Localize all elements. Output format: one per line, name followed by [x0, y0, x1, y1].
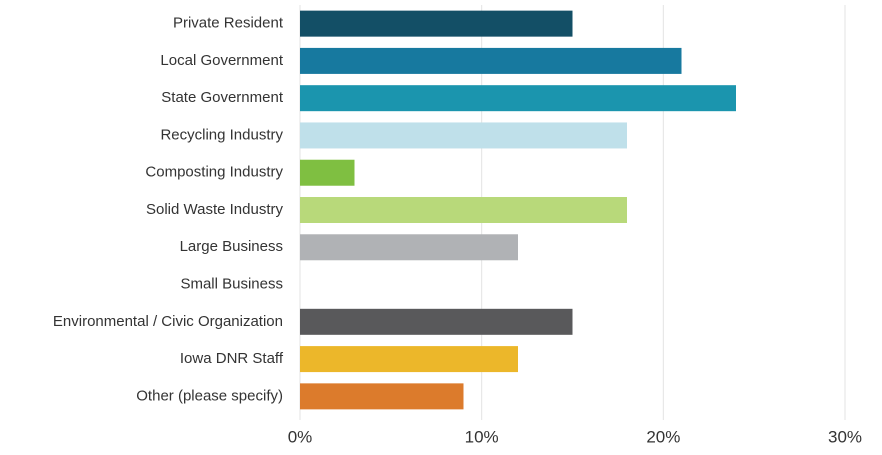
y-tick-label: Composting Industry	[145, 164, 283, 181]
bar	[300, 383, 464, 410]
y-tick-label: Solid Waste Industry	[146, 201, 283, 218]
y-tick-label: Local Government	[160, 52, 283, 69]
x-tick-label: 10%	[465, 427, 499, 446]
x-tick-label: 0%	[288, 427, 313, 446]
bar	[300, 47, 682, 74]
y-tick-label: Other (please specify)	[136, 387, 283, 404]
y-tick-label: Iowa DNR Staff	[180, 350, 284, 367]
x-tick-label: 30%	[828, 427, 862, 446]
x-tick-label: 20%	[646, 427, 680, 446]
y-tick-label: Large Business	[180, 238, 283, 255]
bar	[300, 159, 355, 186]
y-tick-label: Private Resident	[173, 15, 284, 32]
bar	[300, 234, 518, 261]
y-tick-label: Small Business	[180, 276, 283, 293]
y-tick-label: State Government	[161, 89, 284, 106]
bar	[300, 10, 573, 37]
bar	[300, 346, 518, 373]
bar	[300, 122, 627, 149]
bar	[300, 197, 627, 223]
y-tick-label: Recycling Industry	[160, 126, 283, 143]
y-tick-label: Environmental / Civic Organization	[53, 313, 283, 330]
bar	[300, 308, 573, 335]
bar	[300, 85, 736, 112]
